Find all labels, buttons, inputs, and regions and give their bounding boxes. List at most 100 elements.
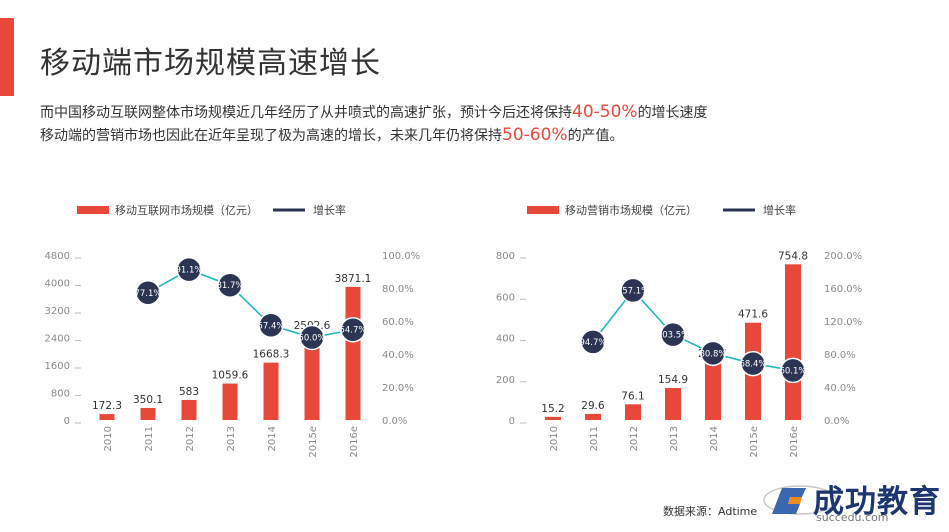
x-axis-label: 2012 — [629, 426, 640, 451]
x-axis-label: 2013 — [226, 426, 237, 451]
desc-line2-text: 移动端的营销市场也因此在近年呈现了极为高速的增长，未来几年仍将保持 — [40, 128, 502, 144]
bar — [99, 414, 115, 420]
bar-value-label: 3871.1 — [335, 273, 372, 285]
bar — [665, 388, 681, 420]
growth-label: 77.1% — [134, 289, 161, 299]
bar — [181, 399, 197, 420]
title-accent-bar — [0, 18, 14, 96]
bar-value-label: 1059.6 — [212, 370, 249, 382]
growth-point — [620, 277, 646, 304]
legend-bar-label: 移动营销市场规模（亿元） — [565, 203, 697, 217]
growth-point — [780, 357, 806, 384]
bar-value-label: 15.2 — [541, 403, 564, 415]
right-axis-tick: 80.0% — [382, 284, 414, 295]
mobile-marketing-market-chart: 移动营销市场规模（亿元） 增长率 0 200 400 600 800 0.0% 40.0% 80.… — [496, 203, 862, 458]
x-axis-label: 2016e — [349, 426, 360, 458]
left-axis-tick: 4000 — [45, 279, 70, 290]
x-axis-label: 2016e — [789, 426, 800, 458]
x-axis-label: 2014 — [267, 426, 278, 451]
description-line-2: 移动端的营销市场也因此在近年呈现了极为高速的增长，未来几年仍将保持50-60%的… — [40, 125, 624, 145]
growth-label: 157.1% — [617, 286, 649, 296]
right-axis-tick: 40.0% — [382, 350, 414, 361]
legend-bar-label: 移动互联网市场规模（亿元） — [115, 203, 258, 217]
desc-line2-highlight: 50-60% — [502, 125, 568, 145]
left-axis-tick: 3200 — [45, 306, 70, 317]
growth-point — [580, 329, 606, 355]
growth-point — [740, 350, 766, 377]
bar — [545, 416, 561, 420]
bar — [785, 264, 801, 420]
x-axis-label: 2015e — [749, 426, 760, 458]
x-axis-label: 2011 — [144, 426, 155, 451]
mobile-internet-market-chart: 移动互联网市场规模（亿元） 增长率 0 800 1600 2400 3200 4000 4800… — [45, 203, 421, 458]
growth-label: 60.1% — [779, 366, 806, 376]
growth-label: 91.1% — [175, 266, 202, 276]
succedu-logo-icon — [763, 485, 837, 515]
bar — [263, 362, 279, 420]
desc-line1-text: 而中国移动互联网整体市场规模近几年经历了从井喷式的高速扩张，预计今后还将保持 — [40, 105, 572, 121]
growth-label: 103.5% — [657, 331, 689, 341]
bar — [705, 362, 721, 420]
growth-point — [135, 280, 161, 306]
bar-value-label: 1668.3 — [253, 349, 290, 361]
left-axis-tick: 0 — [509, 416, 515, 427]
growth-label: 81.7% — [216, 281, 243, 291]
bar-value-label: 754.8 — [778, 250, 808, 262]
growth-label: 80.8% — [699, 349, 726, 359]
growth-point — [217, 272, 243, 298]
bar — [625, 404, 641, 420]
bar — [304, 333, 320, 420]
left-axis-tick: 2400 — [45, 334, 70, 345]
data-source-note: 数据来源：Adtime — [663, 505, 758, 518]
x-axis-label: 2013 — [669, 426, 680, 451]
bar-value-label: 583 — [179, 386, 199, 398]
left-axis-tick: 200 — [496, 375, 515, 386]
logo-text: 成功教育 — [813, 484, 941, 520]
right-axis-tick: 20.0% — [382, 383, 414, 394]
x-axis-label: 2014 — [709, 426, 720, 451]
legend-line-label: 增长率 — [763, 203, 796, 217]
right-axis-tick: 40.0% — [824, 383, 856, 394]
growth-point — [700, 340, 726, 367]
bar-value-label: 29.6 — [581, 400, 605, 412]
bar — [585, 413, 601, 420]
growth-point — [258, 312, 284, 339]
x-axis-label: 2015e — [308, 426, 319, 458]
growth-point — [176, 256, 202, 283]
bar-value-label: 76.1 — [621, 390, 644, 402]
right-axis-tick: 200.0% — [824, 251, 862, 262]
bar-value-label: 154.9 — [658, 374, 688, 386]
growth-point — [340, 316, 366, 343]
right-axis-tick: 160.0% — [824, 284, 862, 295]
legend-bar-swatch — [527, 206, 559, 214]
right-axis-tick: 60.0% — [382, 317, 414, 328]
bar — [345, 286, 361, 420]
desc-line2-tail: 的产值。 — [567, 128, 624, 144]
right-axis-tick: 0.0% — [824, 416, 849, 427]
growth-point — [299, 324, 325, 351]
desc-line1-highlight: 40-50% — [572, 102, 638, 122]
left-axis-tick: 0 — [64, 416, 70, 427]
growth-label: 94.7% — [579, 338, 606, 348]
x-axis-label: 2010 — [549, 426, 560, 451]
growth-label: 54.7% — [339, 326, 366, 336]
x-axis-label: 2011 — [589, 426, 600, 451]
description-line-1: 而中国移动互联网整体市场规模近几年经历了从井喷式的高速扩张，预计今后还将保持40… — [40, 102, 708, 122]
x-axis-label: 2012 — [185, 426, 196, 451]
legend-bar-swatch — [77, 206, 109, 214]
bar — [222, 383, 238, 420]
growth-label: 50.0% — [298, 334, 325, 344]
right-axis-tick: 80.0% — [824, 350, 856, 361]
left-axis-tick: 600 — [496, 292, 515, 303]
left-axis-tick: 800 — [496, 251, 515, 262]
growth-point — [660, 321, 686, 348]
bar-value-label: 471.6 — [738, 309, 768, 321]
growth-label: 68.4% — [739, 360, 766, 370]
right-axis-tick: 100.0% — [382, 251, 420, 262]
left-axis-tick: 400 — [496, 334, 515, 345]
legend-line-label: 增长率 — [313, 203, 346, 217]
bar — [140, 407, 156, 420]
desc-line1-tail: 的增长速度 — [637, 105, 708, 121]
left-axis-tick: 4800 — [45, 251, 70, 262]
bar-value-label: 350.1 — [133, 394, 163, 406]
